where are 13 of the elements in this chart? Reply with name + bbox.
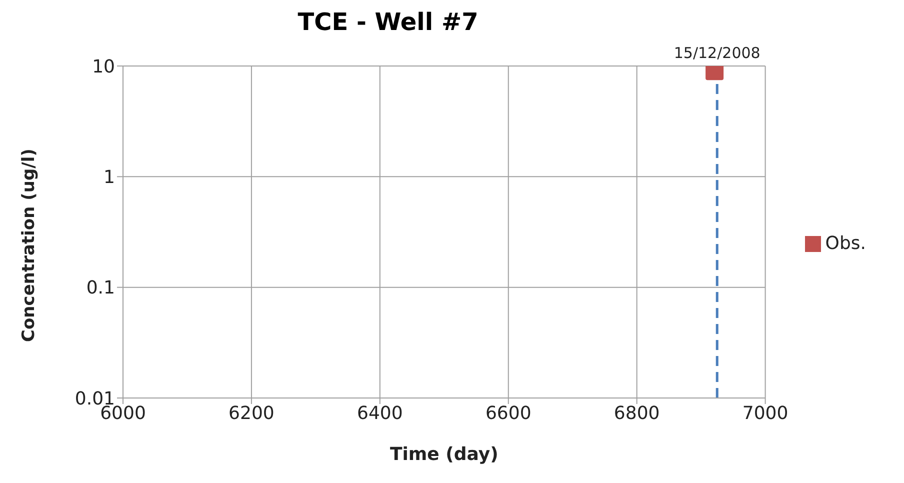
y-axis-title: Concentration (ug/l) xyxy=(19,148,40,342)
x-tick-label: 6800 xyxy=(614,402,660,424)
x-tick-label: 6400 xyxy=(357,402,403,424)
x-tick-label: 6200 xyxy=(228,402,274,424)
x-axis-title: Time (day) xyxy=(390,444,498,465)
legend-label: Obs. xyxy=(825,232,866,254)
chart-title: TCE - Well #7 xyxy=(296,8,480,36)
x-tick-label: 6600 xyxy=(485,402,532,424)
annotation: 15/12/2008 xyxy=(674,44,760,62)
y-tick-label: 10 xyxy=(92,56,115,78)
y-tick-label: 0.1 xyxy=(86,278,115,299)
y-tick-label: 1 xyxy=(104,167,115,188)
x-tick-label: 7000 xyxy=(742,402,788,424)
